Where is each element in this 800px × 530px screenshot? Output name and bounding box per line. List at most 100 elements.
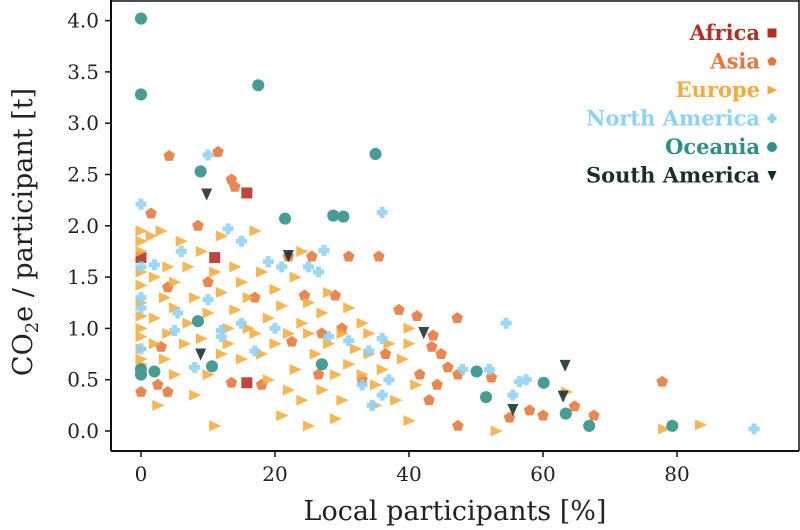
data-point [269,283,282,295]
data-point [252,79,265,92]
data-point [490,425,503,437]
data-point [169,302,182,314]
data-point [323,331,335,343]
data-point [152,399,165,411]
data-point [559,407,572,420]
data-point [423,394,435,406]
data-point [135,385,147,397]
data-point [520,374,532,386]
legend-label: Asia [709,49,760,74]
data-point [379,348,392,359]
data-point [135,331,148,343]
axes: 0 20 40 60 80 0.0 0.5 1.0 1.5 2.0 2.5 3.0 3.5 4.0 [67,0,800,486]
x-tick-label: 20 [262,462,287,486]
data-point [215,324,227,336]
data-point [289,363,302,375]
data-point [158,353,172,365]
data-point [343,302,356,314]
data-point [336,328,349,340]
legend-entry: Africa [689,20,777,45]
data-point [202,369,215,381]
data-point [343,335,355,347]
data-point [262,312,275,324]
data-point [134,12,148,25]
data-point [483,363,495,375]
data-point [282,384,295,396]
data-point [376,363,389,375]
x-tick-label: 60 [530,462,555,486]
data-point [195,333,208,345]
y-tick-label: 3.0 [67,111,99,135]
data-point [410,379,423,391]
data-point [155,225,168,237]
data-point [403,338,416,350]
data-point [135,279,148,291]
legend-entry: Europe [676,77,778,102]
data-point [557,390,569,403]
data-point [396,353,409,365]
data-point [282,250,294,263]
data-point [507,389,519,401]
data-point [229,304,242,316]
data-point [236,235,247,247]
data-point [559,359,571,372]
data-point [145,207,157,219]
data-point [202,276,214,288]
data-point [256,266,269,278]
data-point [215,348,228,360]
data-point [343,358,356,370]
legend-label: Europe [676,77,760,102]
data-point [192,219,204,231]
data-point [323,286,336,298]
data-point [393,303,405,315]
data-point [303,420,316,432]
data-point [411,310,423,321]
data-point [427,329,439,341]
data-point [205,360,219,373]
data-point [215,331,227,343]
data-point [426,340,438,352]
data-point [403,415,416,427]
legend-entry: North America [586,106,777,131]
legend-entry: South America [586,163,777,188]
data-point [583,419,596,432]
data-point [134,88,148,101]
data-point [568,400,581,412]
data-point [269,338,282,350]
data-point [373,250,385,262]
data-point [431,378,443,390]
data-point [236,276,249,288]
series-oceania [134,12,679,432]
data-point [215,286,228,298]
data-point [413,368,426,380]
data-point [202,149,214,161]
data-point [249,328,262,340]
data-point [276,300,289,312]
data-point [537,409,549,421]
data-point [222,223,234,235]
data-point [507,403,519,417]
x-tick-label: 40 [396,462,421,486]
data-point [309,348,322,360]
data-point [169,369,182,381]
data-point [418,327,430,340]
data-point [329,369,342,381]
data-point [383,374,395,386]
legend-label: Oceania [665,134,760,159]
data-point [179,338,192,350]
data-point [329,413,342,425]
y-axis-label: CO2e / participant [t] [8,88,43,376]
data-point [215,230,228,242]
legend: Africa Asia Europe North America Oceania Sout… [586,20,778,188]
data-point [135,198,147,210]
data-point [236,317,247,329]
data-point [148,338,161,350]
data-point [363,328,376,340]
data-point [306,250,318,262]
data-point [195,245,208,257]
data-point [189,389,202,401]
series-north-america [135,149,760,435]
data-points [134,12,760,437]
data-point [376,389,388,401]
